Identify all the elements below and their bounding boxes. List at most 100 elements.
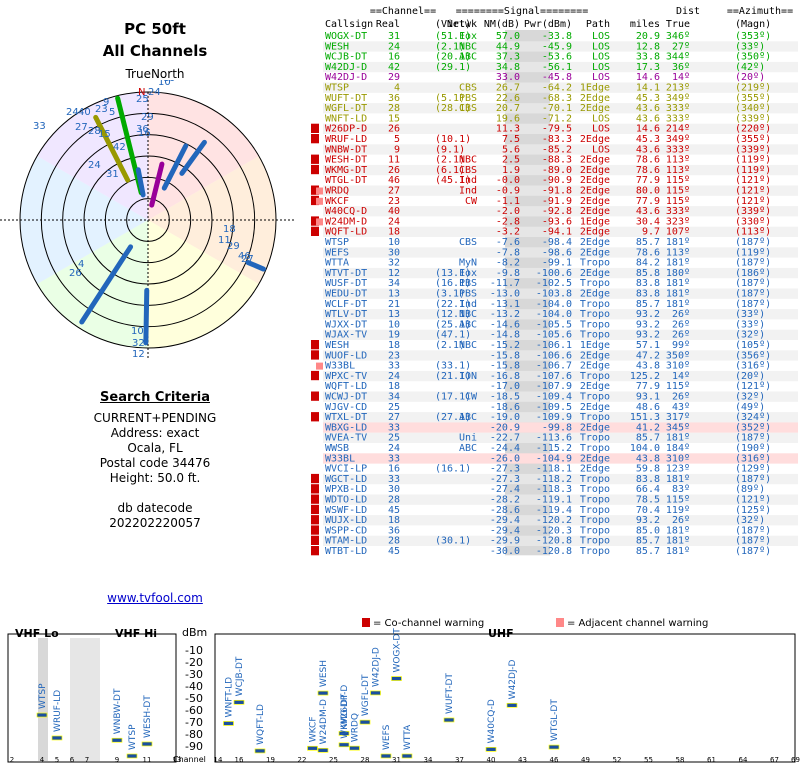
adjacent-channel-warning-icon bbox=[316, 362, 323, 370]
table-cell: 19.6 bbox=[496, 113, 520, 124]
table-cell: (10.1) bbox=[435, 134, 471, 145]
table-cell: 93.2 bbox=[636, 309, 660, 320]
table-cell: -113.6 bbox=[536, 433, 572, 444]
table-cell: -0.9 bbox=[496, 186, 520, 197]
table-cell: 14º bbox=[672, 72, 690, 83]
table-cell: -98.6 bbox=[542, 247, 572, 258]
table-cell: 310º bbox=[666, 453, 690, 464]
table-cell: (187º) bbox=[735, 525, 771, 536]
co-channel-warning-icon bbox=[311, 185, 319, 195]
table-cell: WQFT-LD bbox=[325, 227, 367, 238]
table-cell: 181º bbox=[666, 536, 690, 547]
signal-label: WRUF-LD bbox=[53, 690, 63, 732]
table-cell: NBC bbox=[459, 340, 477, 351]
y-tick-label: -90 bbox=[185, 740, 203, 753]
table-cell: CW bbox=[465, 392, 478, 403]
signal-marker bbox=[506, 702, 518, 708]
table-cell: (49º) bbox=[735, 402, 765, 413]
gap-band bbox=[70, 638, 100, 761]
table-cell: WJGV-CD bbox=[325, 402, 367, 413]
table-cell: WCWJ-DT bbox=[325, 392, 367, 403]
x-tick-label: 7 bbox=[85, 756, 89, 764]
table-cell: 34 bbox=[388, 278, 400, 289]
table-cell: 77.9 bbox=[636, 196, 660, 207]
row-stripe bbox=[323, 412, 798, 423]
polar-station-label: 46 bbox=[238, 251, 251, 262]
criteria-height: Height: 50.0 ft. bbox=[109, 471, 201, 485]
signal-label: WQFT-LD bbox=[256, 704, 266, 745]
table-cell: -100.6 bbox=[536, 268, 572, 279]
polar-station-label: 36 bbox=[136, 124, 149, 135]
table-cell: LOS bbox=[592, 52, 610, 63]
table-cell: 43.6 bbox=[636, 103, 660, 114]
table-cell: 1.9 bbox=[502, 165, 520, 176]
table-cell: 66.4 bbox=[636, 484, 660, 495]
polar-station-label: 15 bbox=[98, 129, 111, 140]
table-cell: 16 bbox=[388, 52, 400, 63]
table-cell: 2Edge bbox=[580, 361, 610, 372]
table-cell: 36º bbox=[672, 62, 690, 73]
table-cell: 349º bbox=[666, 93, 690, 104]
table-cell: 2Edge bbox=[580, 289, 610, 300]
table-cell: 33.8 bbox=[636, 52, 660, 63]
table-cell: (32º) bbox=[735, 515, 765, 526]
signal-label: WTGL-DT bbox=[550, 699, 560, 741]
x-tick-label: 14 bbox=[214, 756, 223, 764]
table-cell: WTSP bbox=[325, 83, 349, 94]
table-cell: 85.7 bbox=[636, 237, 660, 248]
polar-station-label: 12 bbox=[132, 349, 145, 360]
x-tick-label: 25 bbox=[329, 756, 338, 764]
table-cell: (33º) bbox=[735, 41, 765, 52]
table-cell: 4 bbox=[394, 83, 400, 94]
table-cell: Tropo bbox=[580, 330, 610, 341]
table-cell: 77.9 bbox=[636, 381, 660, 392]
table-cell: (121º) bbox=[735, 175, 771, 186]
table-cell: -119.1 bbox=[536, 495, 572, 506]
table-cell: 24 bbox=[388, 216, 400, 227]
table-cell: 29 bbox=[388, 72, 400, 83]
co-channel-warning-icon bbox=[311, 164, 319, 175]
adjacent-channel-warning-icon bbox=[316, 197, 323, 205]
table-cell: WVEA-TV bbox=[325, 433, 367, 444]
co-channel-warning-icon bbox=[311, 195, 319, 206]
table-cell: (187º) bbox=[735, 474, 771, 485]
table-cell: WTGL-DT bbox=[325, 175, 367, 186]
table-cell: 27 bbox=[388, 186, 400, 197]
legend-adj-icon bbox=[556, 618, 564, 627]
table-cell: 24 bbox=[388, 443, 400, 454]
table-cell: (22.1) bbox=[435, 299, 471, 310]
table-cell: 349º bbox=[666, 134, 690, 145]
signal-label: WOGX-DT bbox=[393, 628, 403, 673]
table-header-col: NM(dB) bbox=[484, 19, 520, 30]
table-cell: WJAX-TV bbox=[325, 330, 367, 341]
table-cell: Tropo bbox=[580, 495, 610, 506]
table-cell: -15.2 bbox=[490, 340, 520, 351]
signal-label: WUFT-DT bbox=[445, 673, 455, 714]
table-cell: -107.6 bbox=[536, 371, 572, 382]
table-cell: 43.6 bbox=[636, 144, 660, 155]
table-cell: -2.0 bbox=[496, 206, 520, 217]
table-cell: -16.8 bbox=[490, 371, 520, 382]
table-cell: 113º bbox=[666, 247, 690, 258]
x-tick-label: 5 bbox=[55, 756, 59, 764]
signal-marker bbox=[349, 745, 360, 751]
criteria-address: Address: exact bbox=[110, 426, 200, 440]
table-cell: -83.3 bbox=[542, 134, 572, 145]
x-tick-label: 28 bbox=[361, 756, 370, 764]
table-cell: -105.5 bbox=[536, 319, 572, 330]
vhf-frame bbox=[7, 633, 177, 763]
table-cell: (13.1) bbox=[435, 268, 471, 279]
table-cell: (187º) bbox=[735, 289, 771, 300]
signal-label: WEFS bbox=[382, 724, 392, 750]
polar-station-label: 25 bbox=[136, 94, 149, 105]
table-cell: Tropo bbox=[580, 515, 610, 526]
co-channel-warning-icon bbox=[311, 391, 319, 401]
table-cell: 16 bbox=[388, 464, 400, 475]
table-cell: (316º) bbox=[735, 453, 771, 464]
site-link[interactable]: www.tvfool.com bbox=[107, 591, 203, 605]
y-tick-label: -20 bbox=[185, 656, 203, 669]
table-cell: 345º bbox=[666, 422, 690, 433]
x-tick-label: 61 bbox=[707, 756, 716, 764]
table-cell: 24 bbox=[388, 371, 400, 382]
x-tick-label: 22 bbox=[298, 756, 307, 764]
